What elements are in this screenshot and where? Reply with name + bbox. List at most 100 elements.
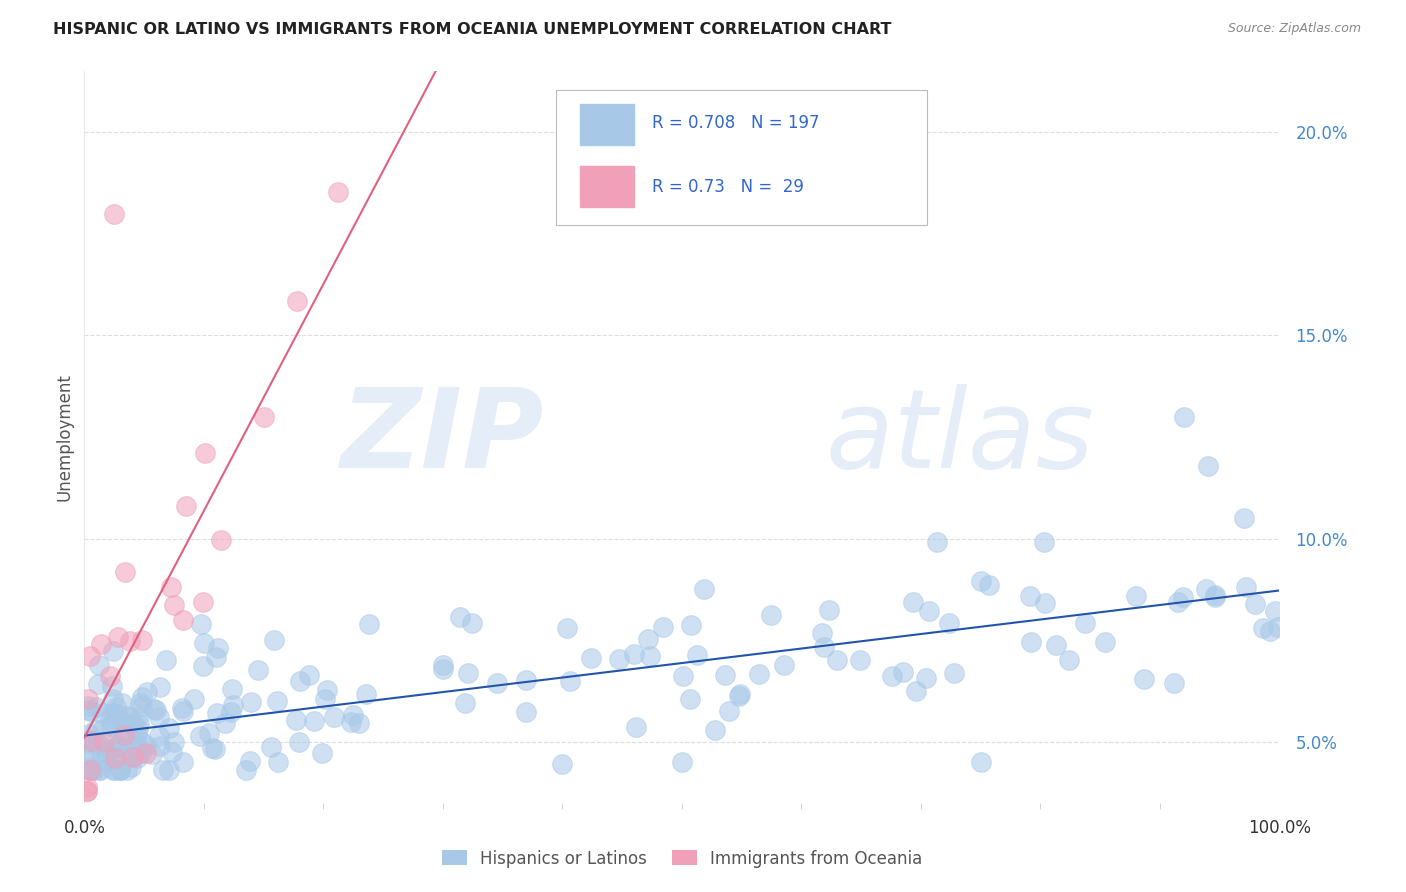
Point xyxy=(772,658,794,673)
Point xyxy=(89,764,111,778)
Point xyxy=(128,717,150,731)
Point xyxy=(79,745,101,759)
Point xyxy=(104,717,127,731)
Point xyxy=(118,633,141,648)
Point xyxy=(315,683,337,698)
Point xyxy=(111,740,134,755)
Point xyxy=(135,739,157,753)
Text: Source: ZipAtlas.com: Source: ZipAtlas.com xyxy=(1227,22,1361,36)
Point xyxy=(121,749,143,764)
Point xyxy=(672,669,695,683)
Point xyxy=(77,699,100,714)
Point xyxy=(149,680,172,694)
Point xyxy=(104,739,127,754)
Point xyxy=(1163,675,1185,690)
Point xyxy=(77,726,100,740)
Point xyxy=(148,709,170,723)
Point xyxy=(76,783,98,797)
Point xyxy=(79,764,101,778)
Point xyxy=(94,744,117,758)
Point xyxy=(100,719,122,733)
Point xyxy=(79,648,101,663)
Point xyxy=(122,718,145,732)
Point xyxy=(204,650,226,665)
Point xyxy=(108,764,131,778)
Point xyxy=(82,764,104,778)
Point xyxy=(194,445,217,459)
Point xyxy=(86,737,108,751)
Point xyxy=(1194,582,1216,596)
Point xyxy=(1167,595,1189,609)
Point xyxy=(555,621,578,635)
Point xyxy=(84,723,107,738)
Point xyxy=(201,740,224,755)
Point xyxy=(970,755,993,769)
Point xyxy=(259,740,281,755)
Point xyxy=(207,706,229,720)
Point xyxy=(111,727,134,741)
Point xyxy=(101,755,124,769)
Point xyxy=(101,644,124,658)
Point xyxy=(129,746,152,760)
Point xyxy=(354,687,377,701)
Point xyxy=(142,702,165,716)
Point xyxy=(127,710,149,724)
Point xyxy=(103,764,125,778)
Point xyxy=(76,780,98,794)
Point xyxy=(108,764,131,778)
Point xyxy=(432,658,454,673)
Point xyxy=(108,764,131,778)
Point xyxy=(149,739,172,753)
Point xyxy=(340,714,363,729)
Point xyxy=(131,735,153,749)
Point xyxy=(235,764,257,778)
Point xyxy=(120,759,142,773)
Point xyxy=(214,715,236,730)
Point xyxy=(125,738,148,752)
Point xyxy=(266,694,288,708)
Point xyxy=(314,692,336,706)
Point xyxy=(127,722,149,736)
Point xyxy=(703,723,725,738)
Point xyxy=(157,764,180,778)
Point xyxy=(104,764,127,778)
Point xyxy=(1132,672,1154,686)
Point xyxy=(1204,591,1226,605)
Point xyxy=(172,613,194,627)
Point xyxy=(925,534,948,549)
Point xyxy=(191,658,214,673)
Point xyxy=(558,673,581,688)
Point xyxy=(1264,604,1286,618)
Point xyxy=(638,648,661,663)
Point xyxy=(1045,638,1067,652)
Point xyxy=(190,617,212,632)
Point xyxy=(1033,596,1056,610)
Point xyxy=(288,673,311,688)
Point xyxy=(90,637,112,651)
Point xyxy=(84,699,107,714)
Point xyxy=(209,533,232,548)
Point xyxy=(117,709,139,723)
Point xyxy=(718,704,741,718)
Point xyxy=(163,598,186,612)
Point xyxy=(129,696,152,710)
Point xyxy=(160,745,183,759)
Point xyxy=(637,632,659,647)
Point xyxy=(239,754,262,768)
Point xyxy=(679,618,702,632)
Point xyxy=(91,706,114,721)
Point xyxy=(131,698,153,713)
Point xyxy=(1197,458,1219,473)
Point xyxy=(326,185,349,199)
Point xyxy=(267,755,290,769)
Point xyxy=(1074,615,1097,630)
Point xyxy=(882,669,904,683)
FancyBboxPatch shape xyxy=(557,90,927,225)
Point xyxy=(714,668,737,682)
Point xyxy=(188,729,211,743)
Point xyxy=(80,764,103,778)
Point xyxy=(80,734,103,748)
Point xyxy=(131,690,153,704)
Point xyxy=(135,746,157,760)
Point xyxy=(1171,590,1194,604)
